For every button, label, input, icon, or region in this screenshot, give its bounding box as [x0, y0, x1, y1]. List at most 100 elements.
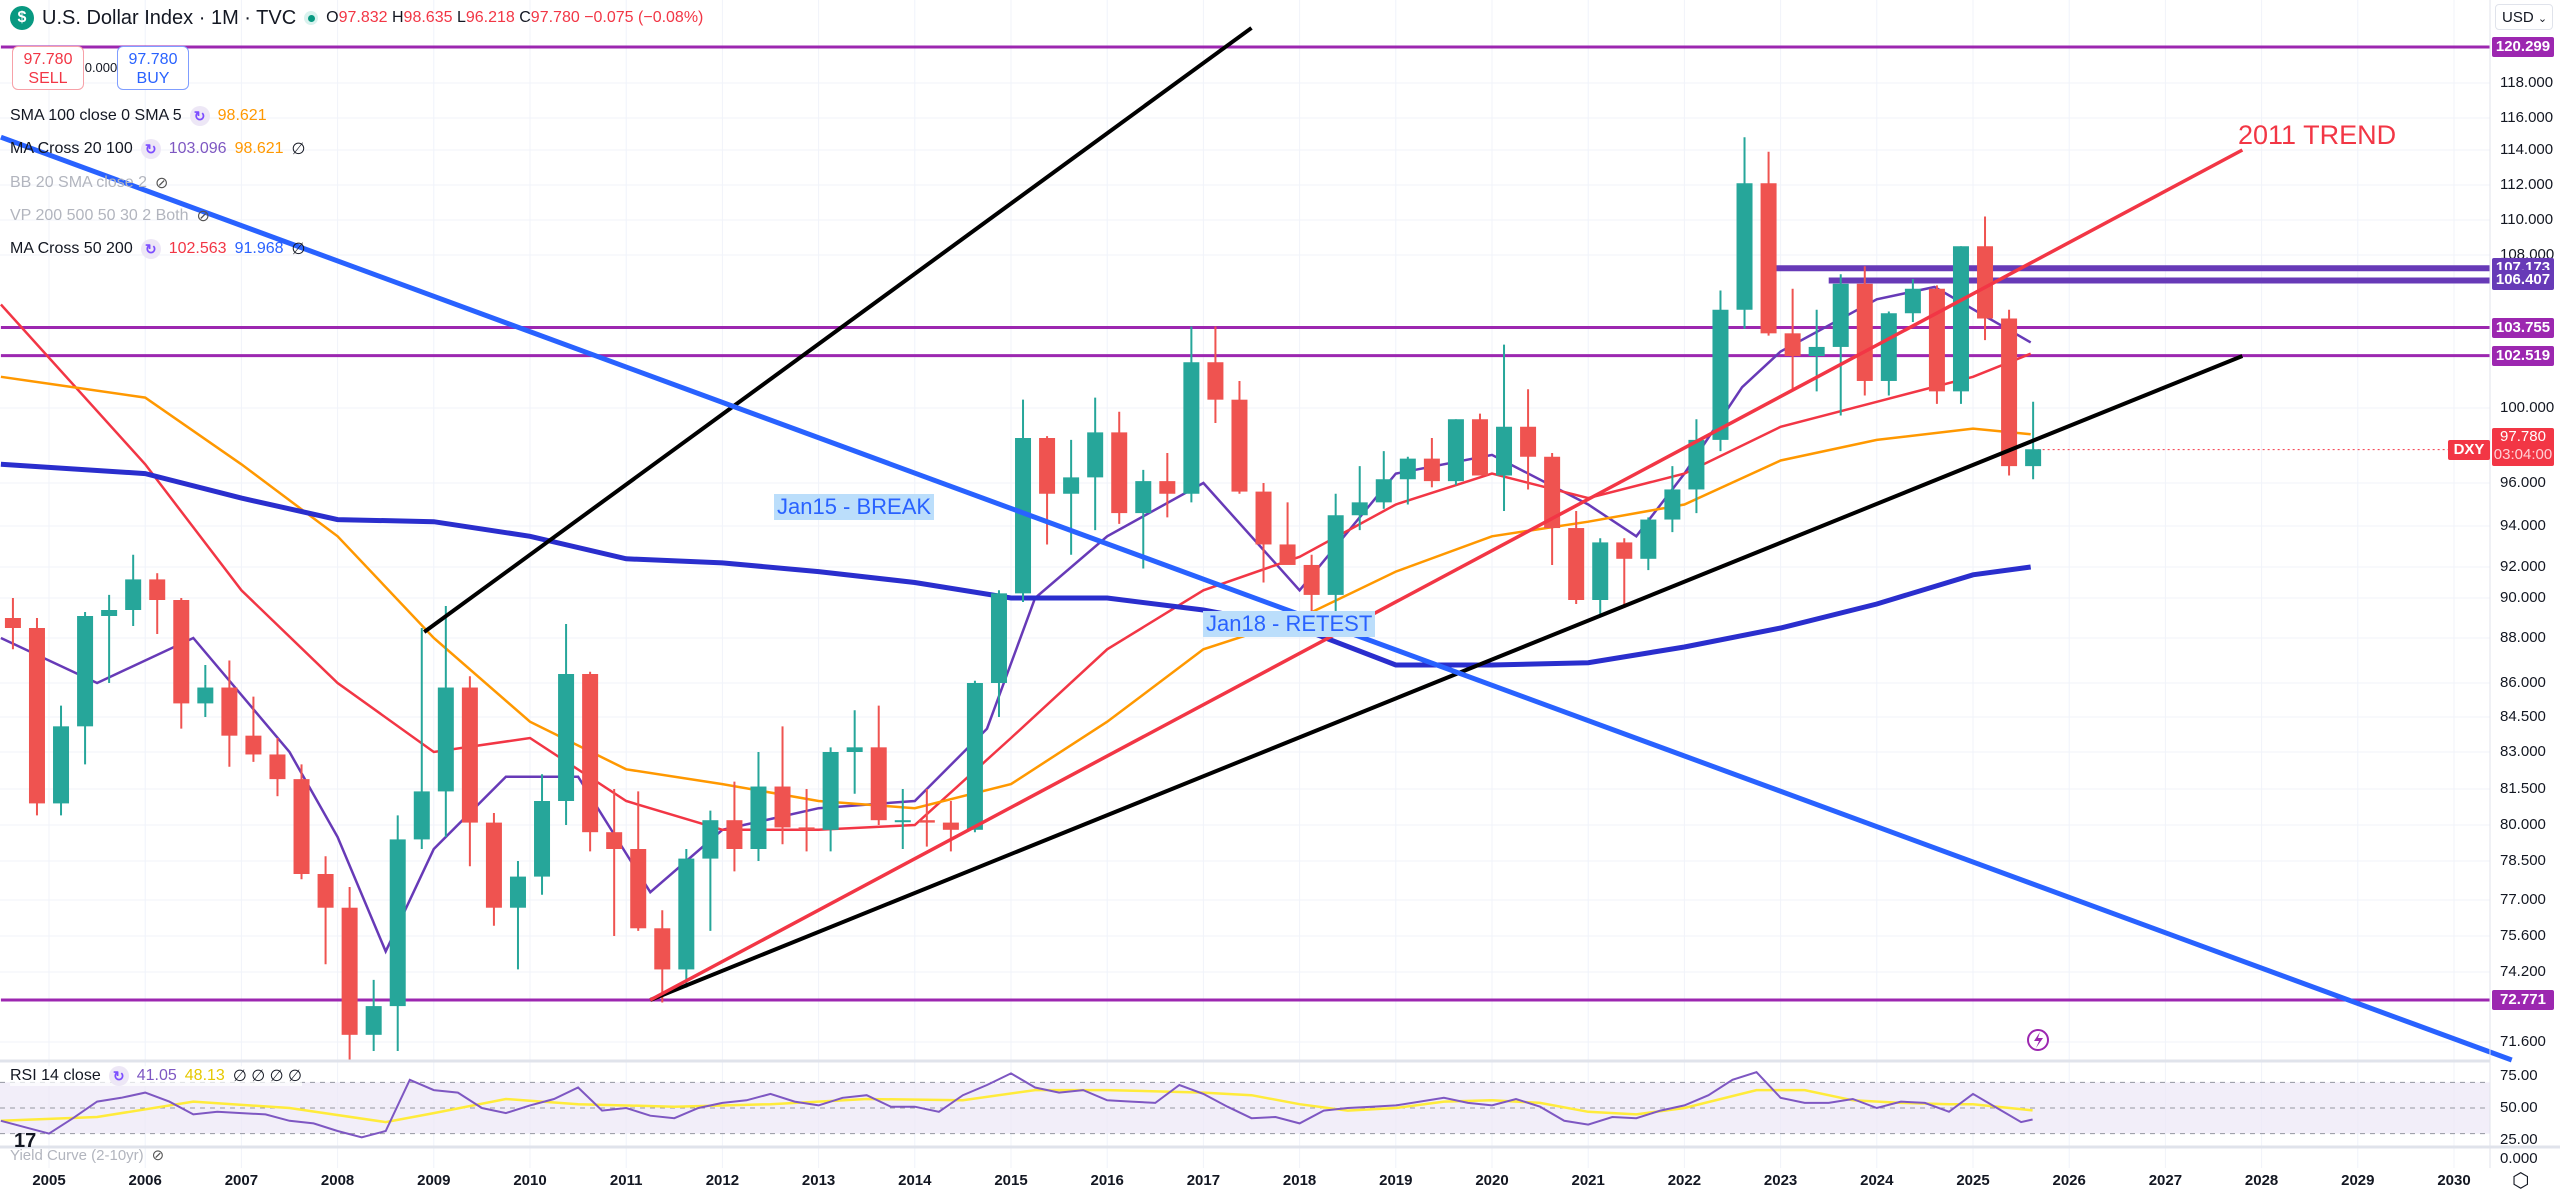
- price-tick-label: 100.000: [2500, 399, 2555, 416]
- candle: [678, 849, 695, 988]
- currency-selector[interactable]: USD ⌄: [2495, 4, 2553, 30]
- moving-average-ma200: [0, 461, 2032, 668]
- yield-curve-legend[interactable]: Yield Curve (2-10yr) ⊘: [10, 1146, 165, 1165]
- candle-body: [1135, 481, 1152, 514]
- level-price-tag: 103.755: [2492, 317, 2554, 338]
- symbol-title[interactable]: U.S. Dollar Index · 1M · TVC: [42, 6, 297, 29]
- trend-line-long-downtrend: [0, 134, 2513, 1063]
- trend-label[interactable]: 2011 TREND: [2238, 120, 2397, 150]
- indicator-sma100[interactable]: SMA 100 close 0 SMA 5 ↻ 98.621: [10, 106, 267, 126]
- candle: [437, 606, 454, 837]
- eye-off-icon[interactable]: ⊘: [154, 175, 169, 192]
- refresh-icon[interactable]: ↻: [189, 106, 210, 126]
- candle-body: [1351, 502, 1368, 516]
- time-tick-label: 2008: [320, 1172, 355, 1189]
- candle: [702, 810, 719, 931]
- price-tick-label: 84.500: [2500, 708, 2546, 725]
- candle: [1952, 246, 1969, 404]
- candle-body: [678, 858, 695, 970]
- candle-body: [1111, 432, 1128, 514]
- tradingview-logo-icon[interactable]: 17: [14, 1130, 37, 1152]
- candle: [1784, 288, 1801, 392]
- break-annotation[interactable]: Jan15 - BREAK: [774, 494, 935, 520]
- price-tick-label: 92.000: [2500, 558, 2546, 575]
- candle: [1832, 274, 1849, 416]
- candle: [1616, 538, 1633, 608]
- refresh-icon[interactable]: ↻: [140, 139, 161, 159]
- time-tick-label: 2017: [1186, 1172, 1221, 1189]
- indicator-bb[interactable]: BB 20 SMA close 2 ⊘: [10, 174, 169, 192]
- candle-body: [1640, 519, 1657, 559]
- candle-body: [197, 687, 214, 704]
- level-price-tag: 102.519: [2492, 345, 2554, 366]
- candle: [1664, 466, 1681, 533]
- sell-price: 97.780: [23, 51, 73, 68]
- time-tick-label: 2027: [2148, 1172, 2183, 1189]
- candle-body: [245, 735, 262, 755]
- price-tick-label: 75.600: [2500, 927, 2546, 944]
- spread-value: 0.000: [84, 60, 118, 75]
- time-tick-label: 2018: [1282, 1172, 1317, 1189]
- time-tick-label: 2030: [2437, 1172, 2471, 1189]
- buy-button[interactable]: 97.780 BUY: [117, 46, 189, 90]
- candle-body: [1736, 183, 1753, 310]
- level-price-tag: 72.771: [2492, 989, 2554, 1010]
- moving-average-ma100: [0, 375, 2031, 810]
- candle-body: [942, 822, 959, 830]
- candle: [173, 598, 190, 729]
- candle-body: [1952, 246, 1969, 392]
- candle-body: [1592, 542, 1609, 600]
- candle-body: [1039, 438, 1056, 494]
- market-status-icon: [304, 11, 319, 25]
- candle: [1856, 266, 1873, 396]
- candle: [846, 710, 863, 794]
- refresh-icon[interactable]: ↻: [140, 239, 161, 259]
- candle: [1135, 469, 1152, 569]
- candle: [221, 660, 238, 767]
- refresh-icon[interactable]: ↻: [108, 1066, 129, 1086]
- candle-body: [1520, 426, 1537, 457]
- candle: [1207, 326, 1224, 423]
- trend-lines[interactable]: [0, 26, 2513, 1063]
- sell-label: SELL: [28, 70, 68, 87]
- candle-body: [750, 786, 767, 849]
- candle: [1688, 419, 1705, 514]
- time-tick-label: 2012: [705, 1172, 740, 1189]
- rsi-legend[interactable]: RSI 14 close ↻ 41.05 48.13 ∅ ∅ ∅ ∅: [10, 1066, 302, 1086]
- candle: [485, 813, 502, 926]
- candle-body: [822, 752, 839, 830]
- candle: [1471, 413, 1488, 476]
- candle: [1977, 216, 1994, 341]
- candle-body: [4, 618, 21, 628]
- candle: [1159, 453, 1176, 518]
- candle-body: [1375, 479, 1392, 503]
- candle-body: [149, 579, 166, 600]
- indicator-ma-cross-20-100[interactable]: MA Cross 20 100 ↻ 103.096 98.621 ∅: [10, 139, 306, 159]
- candle-body: [293, 779, 310, 874]
- indicator-vp[interactable]: VP 200 500 50 30 2 Both ⊘: [10, 207, 210, 225]
- time-tick-label: 2019: [1379, 1172, 1413, 1189]
- settings-icon[interactable]: ⬡: [2512, 1170, 2530, 1192]
- candle: [509, 861, 526, 970]
- candle-body: [101, 610, 118, 616]
- symbol-header[interactable]: $ U.S. Dollar Index · 1M · TVC O97.832 H…: [10, 6, 703, 30]
- sell-button[interactable]: 97.780 SELL: [12, 46, 84, 90]
- buy-price: 97.780: [128, 51, 178, 68]
- price-tick-label: 80.000: [2500, 816, 2546, 833]
- candle-body: [870, 747, 887, 821]
- candle-body: [582, 674, 599, 833]
- time-tick-label: 2006: [128, 1172, 162, 1189]
- price-tick-label: 81.500: [2500, 780, 2546, 797]
- retest-annotation[interactable]: Jan18 - RETEST: [1203, 611, 1376, 637]
- eye-off-icon[interactable]: ⊘: [151, 1147, 165, 1164]
- eye-off-icon[interactable]: ⊘: [196, 208, 210, 225]
- dollar-sign-icon: $: [10, 6, 34, 30]
- lightning-icon[interactable]: [2027, 1029, 2049, 1051]
- candle: [341, 887, 358, 1060]
- candle: [870, 705, 887, 825]
- indicator-ma-cross-50-200[interactable]: MA Cross 50 200 ↻ 102.563 91.968 ∅: [10, 239, 306, 259]
- candle-body: [437, 687, 454, 792]
- candle-body: [1856, 283, 1873, 381]
- candle: [149, 573, 166, 634]
